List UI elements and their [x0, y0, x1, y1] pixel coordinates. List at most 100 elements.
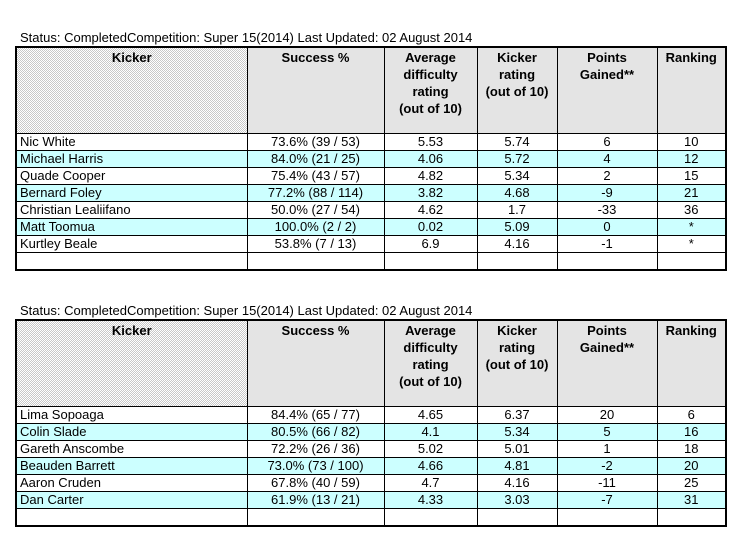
cell-avg-difficulty-rating: 6.9	[383, 235, 478, 253]
cell-kicker-rating: 6.37	[476, 406, 558, 424]
cell-kicker-rating: 5.34	[476, 167, 558, 185]
cell-kicker: Nic White	[15, 133, 248, 151]
table-row: Michael Harris 84.0% (21 / 25) 4.06 5.72 4 12	[15, 150, 727, 168]
cell-points-gained: -9	[556, 184, 658, 202]
cell-ranking: 15	[656, 167, 727, 185]
cell-ranking: 10	[656, 133, 727, 151]
column-header-ranking: Ranking	[656, 46, 727, 134]
cell-success-pct: 53.8% (7 / 13)	[246, 235, 385, 253]
cell-kicker-rating: 4.81	[476, 457, 558, 475]
status-line-table-1: Status: CompletedCompetition: Super 15(2…	[20, 30, 473, 45]
cell-kicker: Dan Carter	[15, 491, 248, 509]
cell-success-pct: 73.0% (73 / 100)	[246, 457, 385, 475]
cell-kicker: Kurtley Beale	[15, 235, 248, 253]
cell-points-gained: 2	[556, 167, 658, 185]
cell-ranking: 31	[656, 491, 727, 509]
table-row: Matt Toomua 100.0% (2 / 2) 0.02 5.09 0 *	[15, 218, 727, 236]
cell-kicker: Gareth Anscombe	[15, 440, 248, 458]
cell-success-pct: 67.8% (40 / 59)	[246, 474, 385, 492]
column-header-points-gained: Points Gained**	[556, 319, 658, 407]
cell-avg-difficulty-rating: 4.66	[383, 457, 478, 475]
cell-kicker-rating: 3.03	[476, 491, 558, 509]
cell-points-gained: 1	[556, 440, 658, 458]
cell-ranking: *	[656, 235, 727, 253]
cell-success-pct: 75.4% (43 / 57)	[246, 167, 385, 185]
cell-kicker-rating	[476, 508, 558, 527]
cell-kicker-rating: 4.68	[476, 184, 558, 202]
cell-success-pct	[246, 508, 385, 527]
column-header-kicker: Kicker	[15, 319, 248, 407]
cell-ranking: 16	[656, 423, 727, 441]
cell-kicker: Quade Cooper	[15, 167, 248, 185]
cell-success-pct	[246, 252, 385, 271]
cell-points-gained: 4	[556, 150, 658, 168]
cell-avg-difficulty-rating: 4.06	[383, 150, 478, 168]
cell-points-gained: 20	[556, 406, 658, 424]
column-header-kicker-rating: Kicker rating (out of 10)	[476, 319, 558, 407]
cell-ranking: *	[656, 218, 727, 236]
cell-avg-difficulty-rating	[383, 252, 478, 271]
cell-avg-difficulty-rating: 0.02	[383, 218, 478, 236]
cell-ranking: 12	[656, 150, 727, 168]
cell-avg-difficulty-rating: 4.33	[383, 491, 478, 509]
cell-kicker-rating: 5.74	[476, 133, 558, 151]
cell-points-gained: 5	[556, 423, 658, 441]
column-header-avg-difficulty-rating: Average difficulty rating (out of 10)	[383, 319, 478, 407]
header-row: Kicker Success % Average difficulty rating…	[15, 319, 727, 407]
cell-kicker-rating: 1.7	[476, 201, 558, 219]
cell-ranking	[656, 508, 727, 527]
cell-avg-difficulty-rating: 5.53	[383, 133, 478, 151]
cell-avg-difficulty-rating: 4.65	[383, 406, 478, 424]
cell-success-pct: 100.0% (2 / 2)	[246, 218, 385, 236]
cell-points-gained: 0	[556, 218, 658, 236]
column-header-ranking: Ranking	[656, 319, 727, 407]
cell-success-pct: 61.9% (13 / 21)	[246, 491, 385, 509]
empty-row	[15, 508, 727, 527]
cell-points-gained: -2	[556, 457, 658, 475]
table-row: Quade Cooper 75.4% (43 / 57) 4.82 5.34 2 15	[15, 167, 727, 185]
table-row: Kurtley Beale 53.8% (7 / 13) 6.9 4.16 -1 *	[15, 235, 727, 253]
cell-kicker: Colin Slade	[15, 423, 248, 441]
header-row: Kicker Success % Average difficulty rating…	[15, 46, 727, 134]
column-header-success-pct: Success %	[246, 46, 385, 134]
column-header-kicker: Kicker	[15, 46, 248, 134]
cell-points-gained: 6	[556, 133, 658, 151]
cell-kicker-rating: 4.16	[476, 474, 558, 492]
cell-points-gained: -1	[556, 235, 658, 253]
cell-points-gained	[556, 252, 658, 271]
table-row: Dan Carter 61.9% (13 / 21) 4.33 3.03 -7 31	[15, 491, 727, 509]
cell-ranking: 25	[656, 474, 727, 492]
cell-kicker	[15, 252, 248, 271]
cell-kicker-rating: 5.34	[476, 423, 558, 441]
table-row: Bernard Foley 77.2% (88 / 114) 3.82 4.68 -9 2…	[15, 184, 727, 202]
table-row: Nic White 73.6% (39 / 53) 5.53 5.74 6 10	[15, 133, 727, 151]
cell-ranking	[656, 252, 727, 271]
cell-success-pct: 50.0% (27 / 54)	[246, 201, 385, 219]
cell-avg-difficulty-rating: 5.02	[383, 440, 478, 458]
cell-ranking: 21	[656, 184, 727, 202]
cell-avg-difficulty-rating: 3.82	[383, 184, 478, 202]
cell-success-pct: 73.6% (39 / 53)	[246, 133, 385, 151]
cell-points-gained: -7	[556, 491, 658, 509]
cell-points-gained	[556, 508, 658, 527]
status-line-table-2: Status: CompletedCompetition: Super 15(2…	[20, 303, 473, 318]
cell-kicker-rating: 4.16	[476, 235, 558, 253]
cell-kicker: Christian Lealiifano	[15, 201, 248, 219]
table-row: Gareth Anscombe 72.2% (26 / 36) 5.02 5.01 1 1…	[15, 440, 727, 458]
cell-success-pct: 84.0% (21 / 25)	[246, 150, 385, 168]
cell-success-pct: 72.2% (26 / 36)	[246, 440, 385, 458]
cell-success-pct: 80.5% (66 / 82)	[246, 423, 385, 441]
cell-kicker-rating	[476, 252, 558, 271]
table-row: Lima Sopoaga 84.4% (65 / 77) 4.65 6.37 20 6	[15, 406, 727, 424]
kicker-stats-table-1: Kicker Success % Average difficulty rating…	[15, 46, 727, 271]
cell-kicker: Michael Harris	[15, 150, 248, 168]
cell-avg-difficulty-rating	[383, 508, 478, 527]
column-header-success-pct: Success %	[246, 319, 385, 407]
cell-kicker-rating: 5.01	[476, 440, 558, 458]
cell-ranking: 6	[656, 406, 727, 424]
column-header-kicker-rating: Kicker rating (out of 10)	[476, 46, 558, 134]
empty-row	[15, 252, 727, 271]
table-row: Colin Slade 80.5% (66 / 82) 4.1 5.34 5 16	[15, 423, 727, 441]
table-row: Christian Lealiifano 50.0% (27 / 54) 4.62 1…	[15, 201, 727, 219]
